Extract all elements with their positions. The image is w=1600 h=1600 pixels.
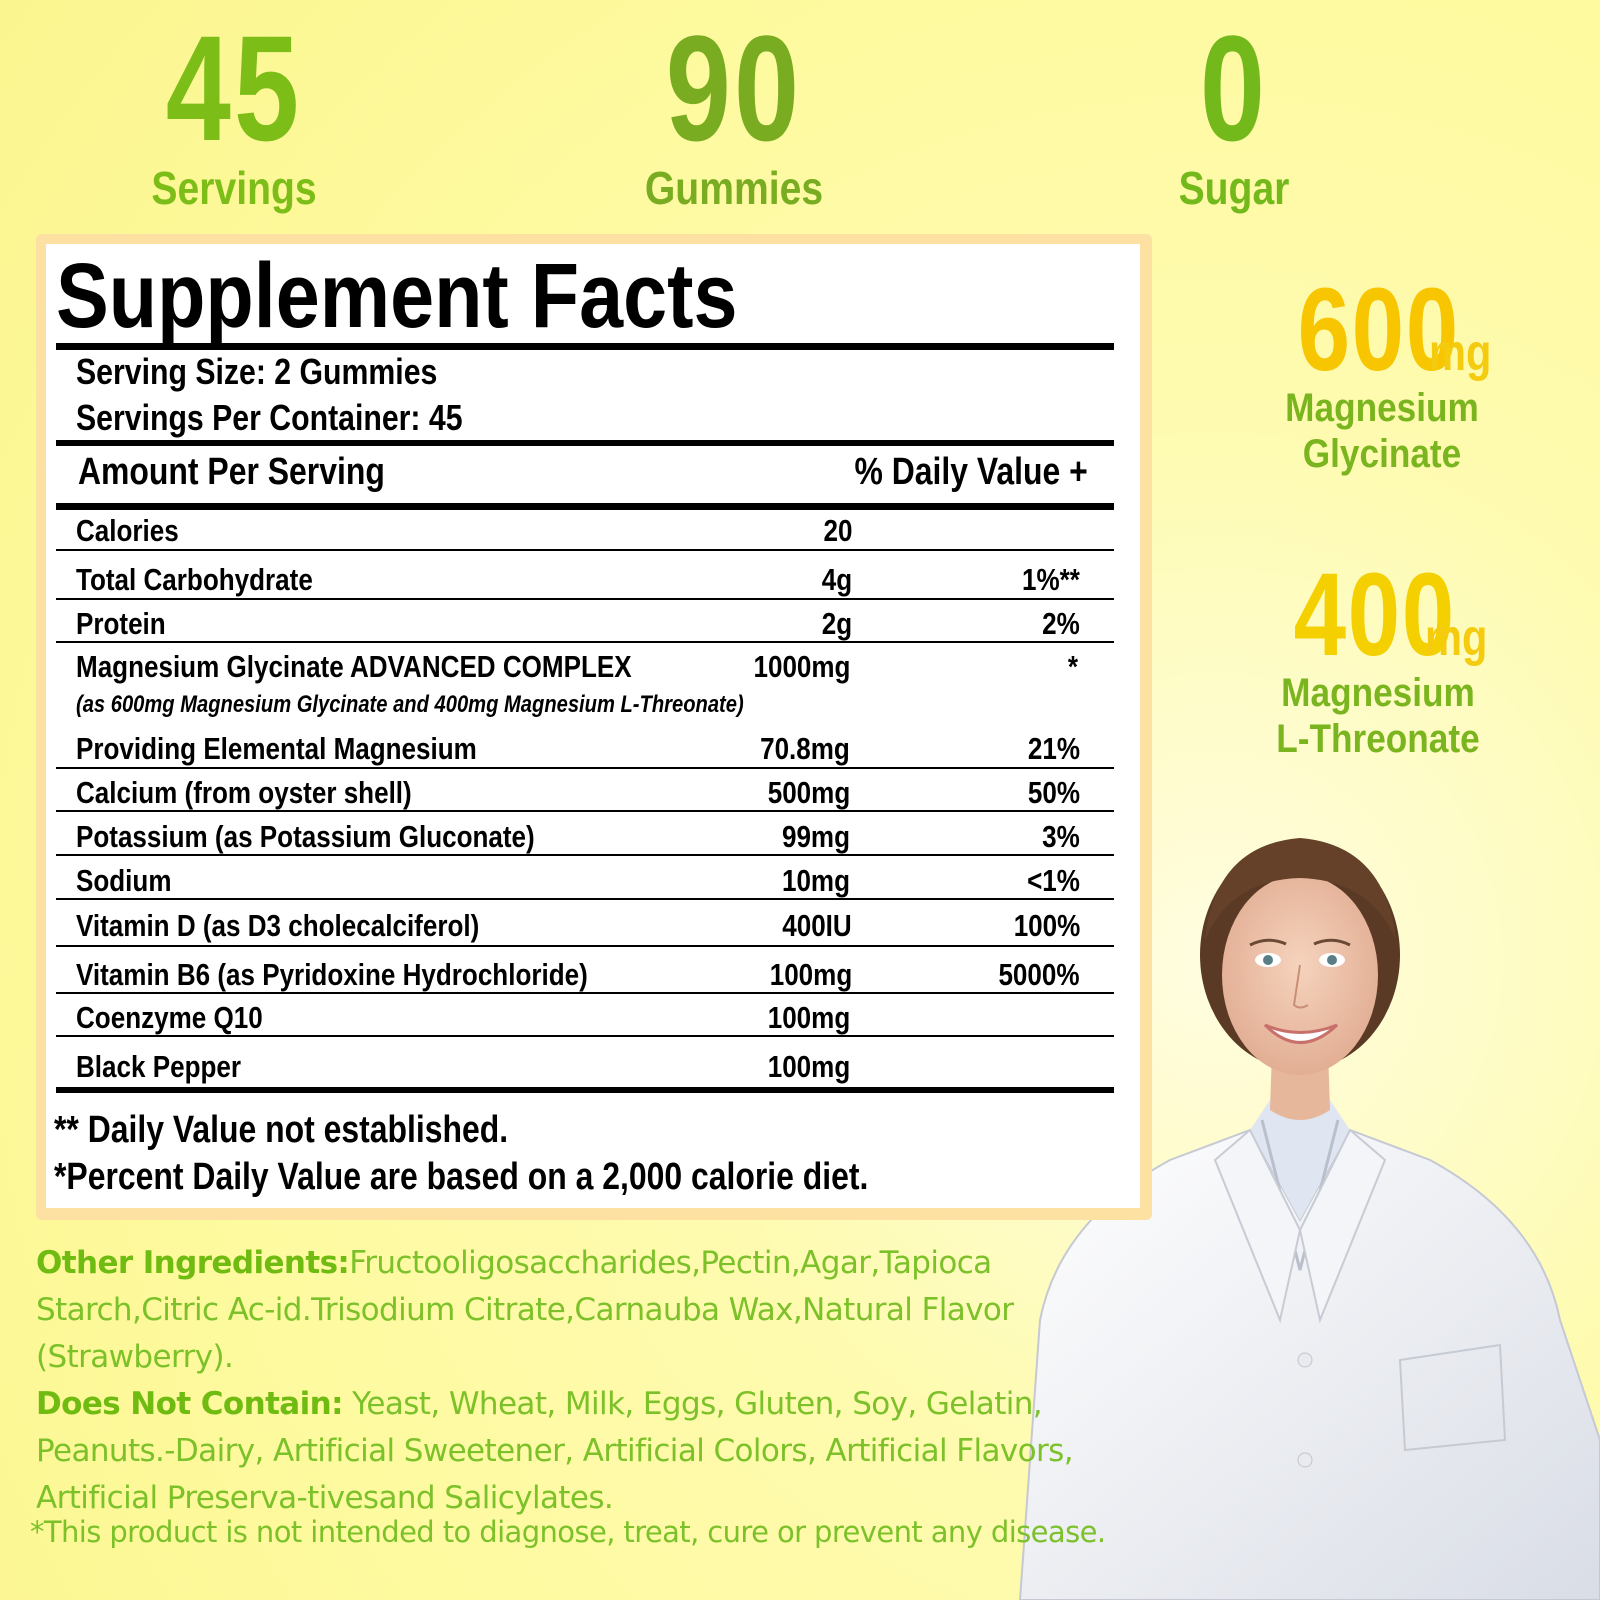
disclaimer: *This product is not intended to diagnos… — [30, 1515, 1106, 1549]
dose-name: L-Threonate — [1276, 717, 1480, 761]
row-divider — [56, 945, 1114, 947]
dose-unit: mg — [1429, 324, 1492, 382]
does-not-contain: Does Not Contain: Yeast, Wheat, Milk, Eg… — [36, 1381, 1106, 1522]
other-ingredients-label: Other Ingredients: — [36, 1245, 350, 1281]
nutrient-amount: 400IU — [782, 908, 852, 943]
nutrient-name: Black Pepper — [76, 1049, 242, 1084]
table-row: Calories 20 — [56, 513, 1114, 551]
dose-amount: 600mg — [1232, 264, 1532, 396]
table-row: Vitamin B6 (as Pyridoxine Hydrochloride)… — [56, 957, 1114, 995]
row-divider — [56, 767, 1114, 769]
table-row: Protein 2g 2% — [56, 606, 1114, 644]
dose-value: 600 — [1297, 264, 1460, 396]
nutrient-amount: 20 — [823, 513, 852, 548]
dose-name: Glycinate — [1302, 432, 1462, 476]
nutrient-name: Coenzyme Q10 — [76, 1000, 263, 1035]
stat-label: Gummies — [644, 162, 824, 214]
divider — [56, 343, 1114, 350]
stat-value: 90 — [665, 4, 803, 172]
supplement-facts-panel — [46, 244, 1140, 1208]
footnote-dv-not-established: ** Daily Value not established. — [54, 1109, 509, 1151]
nutrient-dv: 1%** — [1022, 562, 1080, 597]
nutrient-name: Providing Elemental Magnesium — [76, 731, 477, 766]
divider — [56, 1087, 1114, 1093]
nutrient-dv: 50% — [1027, 775, 1080, 810]
nutrient-amount: 99mg — [781, 819, 850, 854]
row-divider — [56, 598, 1114, 600]
panel-title: Supplement Facts — [56, 245, 738, 347]
stat-gummies: 90 Gummies — [604, 4, 864, 214]
nutrient-dv: 5000% — [998, 957, 1080, 992]
stat-servings: 45 Servings — [104, 4, 364, 214]
table-row: Magnesium Glycinate ADVANCED COMPLEX (as… — [56, 649, 1114, 729]
table-row: Coenzyme Q10 100mg — [56, 1000, 1114, 1038]
stat-sugar: 0 Sugar — [1104, 4, 1364, 214]
amount-header: Amount Per Serving — [78, 451, 385, 493]
table-row: Potassium (as Potassium Gluconate) 99mg … — [56, 819, 1114, 857]
nutrient-dv: * — [1067, 649, 1078, 684]
nutrient-amount: 100mg — [767, 1049, 850, 1084]
nutrient-name: Sodium — [76, 863, 172, 898]
other-ingredients: Other Ingredients:Fructooligosaccharides… — [36, 1240, 1106, 1381]
does-not-contain-text: Yeast, Wheat, Milk, Eggs, Gluten, Soy, G… — [36, 1386, 1074, 1516]
dose-value: 400 — [1293, 549, 1456, 681]
nutrient-name: Vitamin D (as D3 cholecalciferol) — [76, 908, 480, 943]
dose-name: Magnesium — [1285, 386, 1479, 430]
dose-unit: mg — [1425, 609, 1488, 667]
nutrient-amount: 1000mg — [753, 649, 850, 684]
nutrient-note: (as 600mg Magnesium Glycinate and 400mg … — [76, 691, 744, 718]
nutrient-amount: 100mg — [767, 1000, 850, 1035]
nutrient-amount: 4g — [821, 562, 852, 597]
row-divider — [56, 641, 1114, 643]
row-divider — [56, 549, 1114, 551]
stat-value: 0 — [1199, 4, 1269, 172]
ingredients-block: Other Ingredients:Fructooligosaccharides… — [36, 1240, 1106, 1522]
servings-per-container: Servings Per Container: 45 — [76, 397, 463, 438]
table-row: Sodium 10mg <1% — [56, 863, 1114, 901]
table-row: Total Carbohydrate 4g 1%** — [56, 562, 1114, 600]
nutrient-name: Protein — [76, 606, 166, 641]
row-divider — [56, 810, 1114, 812]
nutrient-dv: 100% — [1013, 908, 1080, 943]
nutrient-dv: 2% — [1042, 606, 1080, 641]
nutrient-amount: 2g — [821, 606, 852, 641]
dose-name: Magnesium — [1281, 671, 1475, 715]
nutrient-amount: 70.8mg — [760, 731, 850, 766]
table-row: Vitamin D (as D3 cholecalciferol) 400IU … — [56, 908, 1114, 947]
table-row: Black Pepper 100mg — [56, 1049, 1114, 1087]
dose-amount: 400mg — [1228, 549, 1528, 681]
row-divider — [56, 992, 1114, 994]
nutrient-name: Potassium (as Potassium Gluconate) — [76, 819, 535, 854]
table-row: Calcium (from oyster shell) 500mg 50% — [56, 775, 1114, 813]
divider — [56, 440, 1114, 446]
dose-magnesium-l-threonate: 400mg Magnesium L-Threonate — [1228, 549, 1528, 762]
nutrient-dv: <1% — [1027, 863, 1080, 898]
nutrient-amount: 10mg — [781, 863, 850, 898]
footnote-calorie-diet: *Percent Daily Value are based on a 2,00… — [54, 1156, 869, 1198]
nutrient-name: Magnesium Glycinate ADVANCED COMPLEX — [76, 649, 632, 684]
nutrient-dv: 21% — [1027, 731, 1080, 766]
nutrient-name: Calcium (from oyster shell) — [76, 775, 412, 810]
nutrient-amount: 100mg — [769, 957, 852, 992]
row-divider — [56, 898, 1114, 900]
row-divider — [56, 1035, 1114, 1037]
table-row: Providing Elemental Magnesium 70.8mg 21% — [56, 731, 1114, 769]
stat-label: Sugar — [1178, 162, 1290, 214]
dose-magnesium-glycinate: 600mg Magnesium Glycinate — [1232, 264, 1532, 477]
divider — [56, 503, 1114, 510]
nutrient-dv: 3% — [1042, 819, 1080, 854]
stat-value: 45 — [165, 4, 303, 172]
row-divider — [56, 854, 1114, 856]
does-not-contain-label: Does Not Contain: — [36, 1386, 344, 1422]
nutrient-name: Vitamin B6 (as Pyridoxine Hydrochloride) — [76, 957, 588, 992]
nutrient-amount: 500mg — [767, 775, 850, 810]
doctor-photo — [1018, 838, 1600, 1600]
stat-label: Servings — [151, 162, 317, 214]
nutrient-name: Calories — [76, 513, 179, 548]
nutrient-name: Total Carbohydrate — [76, 562, 313, 597]
serving-size: Serving Size: 2 Gummies — [76, 351, 438, 392]
other-ingredients-text: Fructooligosaccharides,Pectin,Agar,Tapio… — [36, 1245, 1014, 1375]
daily-value-header: % Daily Value + — [854, 451, 1088, 493]
